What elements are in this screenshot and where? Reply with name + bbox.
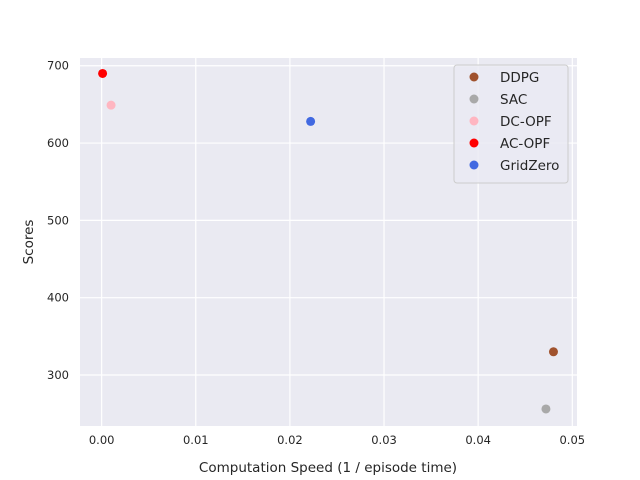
x-tick-label: 0.01	[183, 433, 209, 447]
legend-marker	[469, 138, 479, 148]
legend-label: AC-OPF	[500, 136, 550, 152]
y-tick-label: 700	[47, 59, 69, 73]
x-tick-label: 0.05	[559, 433, 585, 447]
y-tick-label: 400	[47, 291, 69, 305]
legend-label: DDPG	[500, 70, 539, 86]
data-point-dc-opf	[106, 100, 116, 110]
legend: DDPG SAC DC-OPF AC-OPF GridZero	[453, 64, 569, 184]
data-point-ac-opf	[98, 68, 108, 78]
y-tick-labels: 300 400 500 600 700	[47, 59, 69, 382]
legend-marker	[469, 116, 479, 126]
legend-marker	[469, 160, 479, 170]
y-tick-label: 300	[47, 368, 69, 382]
legend-label: DC-OPF	[500, 114, 552, 130]
legend-marker	[469, 72, 479, 82]
legend-label: SAC	[500, 92, 527, 108]
legend-label: GridZero	[500, 158, 559, 174]
legend-marker	[469, 94, 479, 104]
legend-box	[453, 64, 569, 184]
x-tick-label: 0.04	[465, 433, 491, 447]
y-tick-label: 500	[47, 213, 69, 227]
y-tick-label: 600	[47, 136, 69, 150]
x-tick-labels: 0.00 0.01 0.02 0.03 0.04 0.05	[89, 433, 585, 447]
x-tick-label: 0.00	[89, 433, 115, 447]
x-tick-label: 0.03	[371, 433, 397, 447]
y-axis-label: Scores	[21, 220, 37, 265]
data-point-gridzero	[306, 116, 316, 126]
data-points	[98, 68, 558, 414]
data-point-sac	[541, 404, 551, 414]
x-tick-label: 0.02	[277, 433, 303, 447]
x-axis-label: Computation Speed (1 / episode time)	[199, 460, 457, 476]
data-point-ddpg	[548, 347, 558, 357]
